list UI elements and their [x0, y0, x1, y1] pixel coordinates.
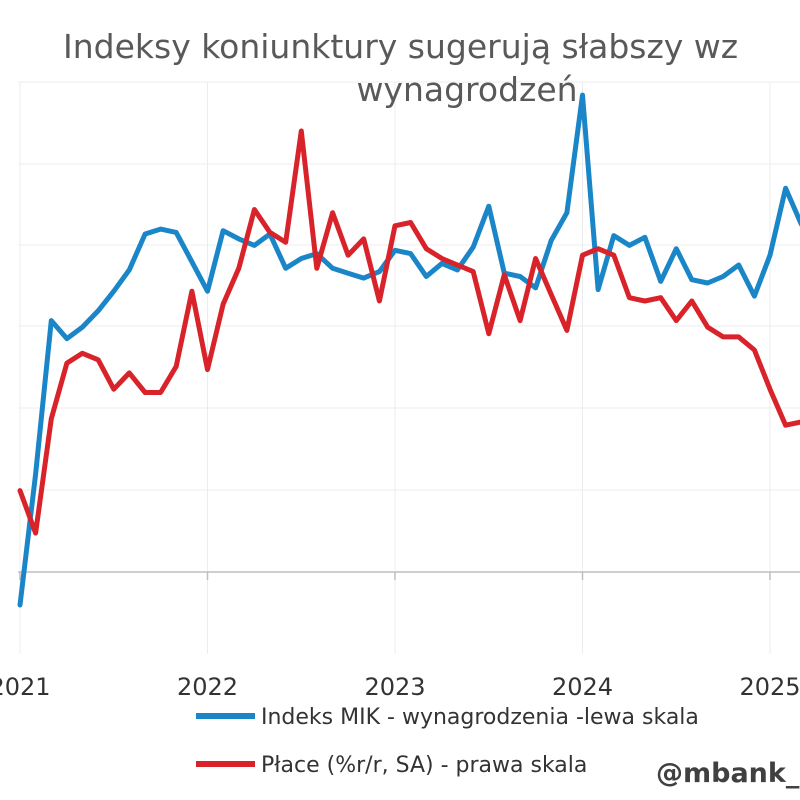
- series-line-place: [17, 128, 800, 536]
- legend: Indeks MIK - wynagrodzenia -lewa skala P…: [196, 705, 699, 778]
- x-tick-label: 2022: [177, 673, 238, 701]
- chart-title-line-1: Indeksy koniunktury sugerują słabszy wz: [63, 27, 738, 66]
- watermark-logo: @mbank_: [656, 758, 800, 789]
- grid: [18, 81, 800, 654]
- x-tick-label: 2025: [739, 673, 800, 701]
- x-ticks: [19, 572, 771, 580]
- chart-title-line-2: wynagrodzeń: [356, 70, 577, 109]
- series-line-mik: [17, 92, 800, 608]
- legend-label-place: Płace (%r/r, SA) - prawa skala: [261, 753, 587, 778]
- legend-label-mik: Indeks MIK - wynagrodzenia -lewa skala: [261, 705, 699, 730]
- x-tick-label: 2023: [364, 673, 425, 701]
- x-tick-label: 2021: [0, 673, 51, 701]
- series-layer: [17, 92, 800, 608]
- x-tick-labels: 2021 2022 2023 2024 2025: [0, 673, 800, 701]
- x-tick-label: 2024: [552, 673, 613, 701]
